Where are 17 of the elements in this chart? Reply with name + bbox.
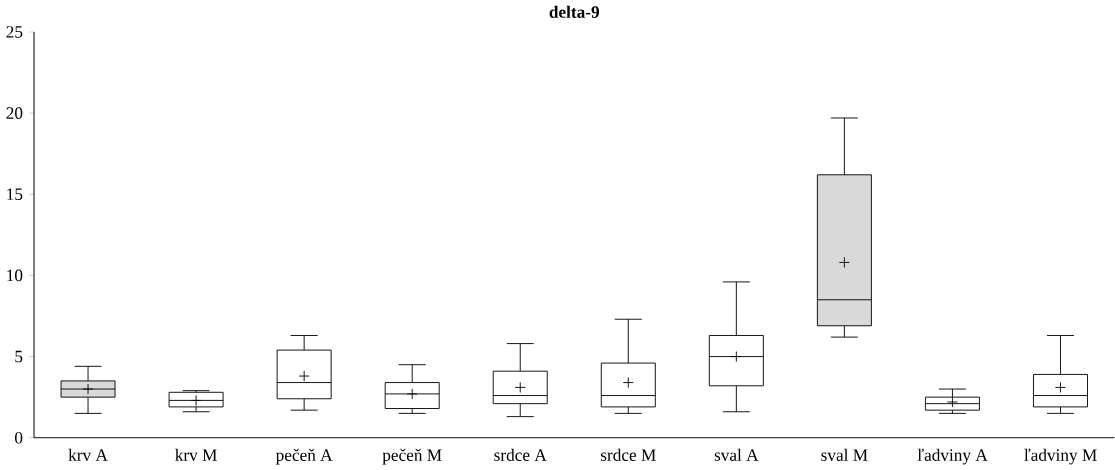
- y-tick-label: 25: [6, 26, 23, 38]
- x-tick-label: ľadviny M: [1024, 448, 1097, 465]
- x-tick-label: pečeň M: [382, 448, 442, 465]
- x-tick-label: srdce M: [600, 448, 656, 461]
- x-tick-label: krv A: [68, 448, 108, 461]
- chart-title: delta-9: [549, 5, 600, 18]
- y-tick-label: 5: [15, 350, 23, 363]
- x-tick-label: pečeň A: [275, 448, 333, 465]
- y-tick-label: 15: [7, 188, 23, 200]
- y-tick-label: 0: [15, 431, 23, 444]
- x-tick-label: sval A: [714, 448, 759, 461]
- x-tick-label: sval M: [821, 448, 868, 461]
- x-tick-label: krv M: [175, 448, 217, 461]
- y-tick-label: 10: [7, 269, 23, 282]
- x-tick-label: srdce A: [494, 448, 547, 461]
- x-tick-label: ľadviny A: [917, 448, 988, 465]
- y-tick-label: 20: [6, 107, 23, 119]
